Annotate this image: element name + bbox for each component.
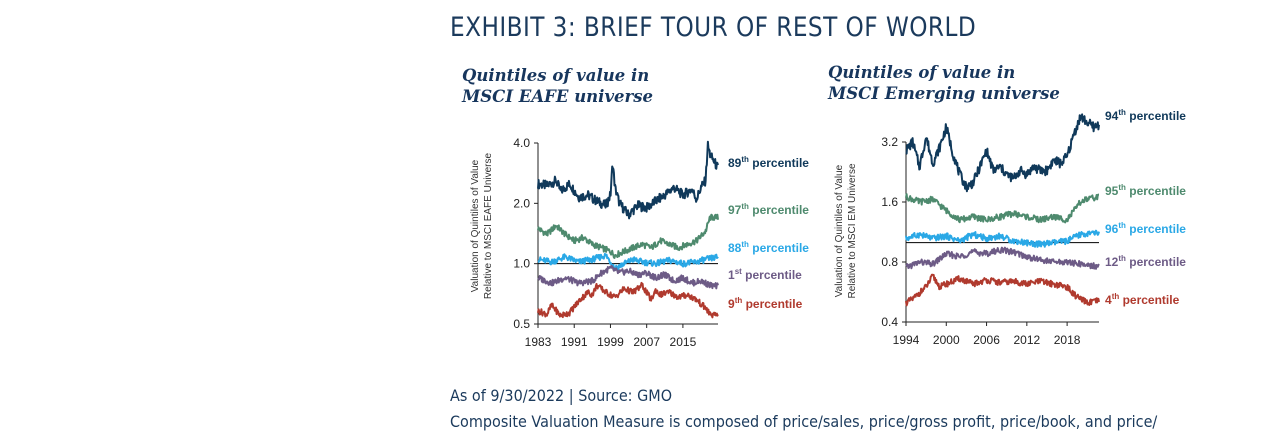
eafe-series-line bbox=[537, 213, 719, 259]
em-series-label: 96th percentile bbox=[1105, 221, 1186, 236]
em-ytick-label: 3.2 bbox=[881, 135, 898, 149]
eafe-xtick-label: 2007 bbox=[633, 335, 660, 349]
em-xtick-label: 2000 bbox=[933, 333, 960, 347]
eafe-title-line-2: MSCI EAFE universe bbox=[462, 87, 654, 106]
eafe-title-line-1: Quintiles of value in bbox=[462, 66, 650, 85]
eafe-ylabel-line-1: Valuation of Quintiles of Value bbox=[470, 159, 481, 292]
em-series-line bbox=[905, 193, 1100, 224]
eafe-xtick-label: 1983 bbox=[525, 335, 552, 349]
em-series-label: 94th percentile bbox=[1105, 108, 1186, 123]
eafe-xtick-label: 2015 bbox=[670, 335, 697, 349]
eafe-ytick-label: 2.0 bbox=[513, 196, 530, 210]
eafe-series-label: 89th percentile bbox=[728, 155, 809, 170]
em-series-label: 95th percentile bbox=[1105, 183, 1186, 198]
em-title-line-2: MSCI Emerging universe bbox=[828, 84, 1060, 103]
em-ytick-label: 1.6 bbox=[881, 195, 898, 209]
em-xtick-label: 2006 bbox=[973, 333, 1000, 347]
em-series-label: 4th percentile bbox=[1105, 292, 1180, 307]
eafe-series-label: 88th percentile bbox=[728, 240, 809, 255]
em-ytick-label: 0.4 bbox=[881, 315, 898, 329]
em-xtick-label: 2018 bbox=[1054, 333, 1081, 347]
eafe-quintile-chart: Valuation of Quintiles of Value Relative … bbox=[470, 136, 809, 349]
footnote: Composite Valuation Measure is composed … bbox=[450, 412, 1158, 431]
em-series-line bbox=[905, 113, 1100, 193]
em-series-line bbox=[905, 273, 1100, 307]
eafe-series-label: 9th percentile bbox=[728, 296, 803, 311]
em-title-line-1: Quintiles of value in bbox=[828, 63, 1016, 82]
em-series-line bbox=[905, 229, 1100, 248]
em-ylabel-line-2: Relative to MSCI EM Universe bbox=[847, 163, 858, 298]
eafe-ylabel-line-2: Relative to MSCI EAFE Universe bbox=[483, 152, 494, 299]
em-series-label: 12th percentile bbox=[1105, 254, 1186, 269]
em-quintile-chart: Valuation of Quintiles of Value Relative … bbox=[834, 108, 1186, 347]
eafe-ytick-label: 0.5 bbox=[513, 317, 530, 331]
exhibit-title: EXHIBIT 3: BRIEF TOUR OF REST OF WORLD bbox=[450, 12, 977, 43]
eafe-series-label: 1st percentile bbox=[728, 267, 802, 282]
eafe-xtick-label: 1991 bbox=[561, 335, 588, 349]
em-ytick-label: 0.8 bbox=[881, 255, 898, 269]
em-xtick-label: 2012 bbox=[1013, 333, 1040, 347]
eafe-series-label: 97th percentile bbox=[728, 202, 809, 217]
em-series-line bbox=[905, 246, 1100, 270]
em-ylabel-line-1: Valuation of Quintiles of Value bbox=[834, 164, 845, 297]
eafe-chart-title: Quintiles of value in MSCI EAFE universe bbox=[462, 65, 653, 107]
eafe-xtick-label: 1999 bbox=[597, 335, 624, 349]
eafe-series-line bbox=[537, 252, 719, 271]
eafe-series-line bbox=[537, 265, 719, 290]
eafe-series-line bbox=[537, 140, 719, 220]
eafe-series-line bbox=[537, 281, 719, 319]
eafe-ytick-label: 1.0 bbox=[513, 257, 530, 271]
em-xtick-label: 1994 bbox=[893, 333, 920, 347]
eafe-ytick-label: 4.0 bbox=[513, 136, 530, 150]
source-note: As of 9/30/2022 | Source: GMO bbox=[450, 386, 673, 405]
em-chart-title: Quintiles of value in MSCI Emerging univ… bbox=[828, 62, 1060, 104]
